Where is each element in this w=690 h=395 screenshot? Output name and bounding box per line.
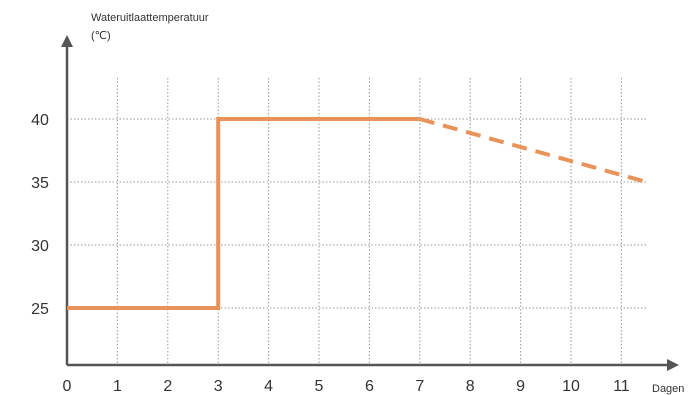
x-tick-label-8: 8 bbox=[466, 378, 475, 395]
series-line-solid bbox=[67, 117, 420, 310]
axes bbox=[61, 35, 679, 371]
y-tick-label-30: 30 bbox=[31, 238, 49, 255]
series-line-dashed bbox=[419, 117, 648, 184]
y-tick-label-25: 25 bbox=[31, 301, 49, 318]
y-axis-unit: (℃) bbox=[91, 30, 111, 42]
x-tick-label-0: 0 bbox=[63, 378, 72, 395]
x-tick-label-5: 5 bbox=[315, 378, 324, 395]
y-tick-label-40: 40 bbox=[31, 112, 49, 129]
series-layer bbox=[67, 117, 648, 310]
x-axis-title: Dagen bbox=[652, 383, 684, 395]
x-tick-label-7: 7 bbox=[415, 378, 424, 395]
y-axis-title: Wateruitlaattemperatuur bbox=[91, 12, 209, 24]
x-tick-label-11: 11 bbox=[613, 378, 630, 395]
tick-labels: 0 1 2 3 4 5 6 7 8 9 10 11 25 30 35 40 bbox=[31, 112, 630, 395]
x-tick-label-4: 4 bbox=[264, 378, 273, 395]
x-tick-label-1: 1 bbox=[113, 378, 122, 395]
x-axis-arrow bbox=[667, 359, 679, 371]
x-tick-label-6: 6 bbox=[365, 378, 374, 395]
x-tick-label-2: 2 bbox=[163, 378, 172, 395]
x-tick-label-3: 3 bbox=[214, 378, 223, 395]
x-tick-label-9: 9 bbox=[516, 378, 525, 395]
grid bbox=[67, 78, 646, 365]
y-tick-label-35: 35 bbox=[31, 175, 49, 192]
x-tick-label-10: 10 bbox=[562, 378, 580, 395]
y-axis-arrow bbox=[61, 35, 73, 47]
